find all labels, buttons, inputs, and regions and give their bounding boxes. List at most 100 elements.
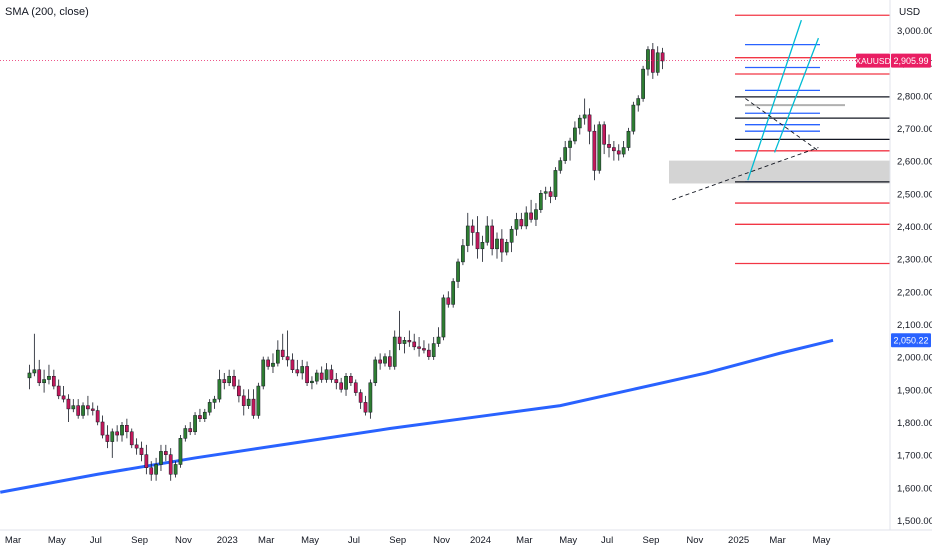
candle-body	[120, 425, 124, 436]
candle-body	[86, 405, 90, 410]
x-tick-label: May	[559, 535, 577, 546]
candle-body	[363, 402, 368, 413]
candle-body	[495, 238, 499, 250]
candle-body	[139, 447, 144, 455]
last-price-tag-label[interactable]: 2,905.99	[893, 56, 928, 66]
x-tick-label: 2024	[470, 535, 491, 546]
candle-body	[76, 405, 81, 416]
candle-body	[344, 375, 348, 390]
dashed-trend-line	[745, 98, 819, 152]
y-tick-label: 2,100.00	[897, 320, 932, 331]
candle-body	[183, 428, 188, 439]
sma-200-line	[0, 338, 834, 494]
candle-body	[431, 343, 436, 357]
candle-body	[563, 147, 568, 161]
candle-body	[237, 385, 241, 397]
candle-body	[212, 398, 217, 403]
candle-body	[573, 127, 577, 142]
support-zone-rect	[669, 160, 890, 184]
candle-body	[519, 219, 524, 227]
candle-body	[42, 379, 46, 384]
candle-body	[207, 402, 212, 413]
candle-body	[227, 375, 232, 384]
candle-body	[144, 454, 149, 468]
candle-body	[276, 349, 280, 364]
candle-body	[621, 147, 626, 155]
candle-body	[373, 359, 378, 384]
candle-body	[129, 431, 134, 446]
candle-body	[339, 382, 344, 390]
candle-body	[514, 219, 519, 230]
candle-body	[290, 359, 295, 370]
candle-body	[451, 281, 456, 305]
candle-body	[159, 451, 163, 465]
candle-body	[178, 438, 183, 465]
y-tick-label: 2,800.00	[897, 91, 932, 102]
candle-body	[646, 49, 650, 70]
candle-body	[280, 349, 285, 357]
candle-body	[163, 451, 168, 455]
candle-body	[568, 140, 572, 148]
candle-body	[110, 431, 115, 442]
candle-body	[397, 336, 402, 344]
candle-body	[47, 375, 51, 380]
candle-body	[305, 366, 309, 384]
currency-label[interactable]: USD	[899, 7, 920, 18]
candle-body	[368, 382, 373, 413]
price-tags: XAUUSD 2,905.99 2,050.22	[855, 53, 931, 348]
candle-body	[100, 421, 105, 436]
trend-lines	[672, 19, 820, 201]
x-tick-label: Sep	[389, 535, 406, 546]
candle-body	[538, 193, 543, 210]
candle-body	[256, 385, 261, 416]
sma-price-tag-label[interactable]: 2,050.22	[893, 336, 928, 346]
sma-line	[0, 338, 834, 494]
indicator-label[interactable]: SMA (200, close)	[5, 6, 89, 18]
last-price-tag-bg[interactable]	[891, 53, 931, 68]
x-tick-label: Nov	[433, 535, 450, 546]
candle-body	[295, 369, 300, 374]
candle-body	[636, 98, 641, 106]
symbol-tag-label[interactable]: XAUUSD	[855, 56, 890, 66]
y-tick-label: 2,200.00	[897, 287, 932, 298]
candle-body	[319, 372, 324, 380]
channel-lower-line	[773, 37, 820, 153]
candle-body	[27, 372, 32, 379]
candle-body	[71, 405, 76, 410]
price-axis-bg[interactable]	[890, 0, 932, 550]
x-tick-label: Jul	[348, 535, 360, 546]
candle-body	[261, 359, 266, 387]
y-tick-label: 2,000.00	[897, 353, 932, 364]
candle-body	[81, 405, 85, 416]
symbol-tag-bg[interactable]	[856, 53, 890, 68]
candle-body	[631, 104, 636, 132]
candle-body	[285, 356, 290, 361]
candle-body	[388, 356, 392, 367]
candle-body	[426, 349, 431, 357]
candle-body	[383, 356, 387, 364]
candle-body	[358, 392, 363, 403]
candle-body	[529, 212, 533, 220]
support-zone	[669, 160, 890, 184]
candle-body	[349, 375, 353, 384]
candle-body	[655, 52, 660, 73]
candle-body	[334, 379, 339, 384]
x-tick-label: Sep	[643, 535, 660, 546]
candle-body	[193, 415, 197, 433]
y-tick-label: 1,700.00	[897, 451, 932, 462]
candle-body	[324, 369, 329, 380]
candle-body	[422, 348, 426, 351]
candle-body	[402, 340, 407, 344]
candle-body	[222, 379, 227, 384]
candle-body	[202, 411, 207, 419]
candle-body	[378, 359, 382, 364]
candle-body	[436, 336, 441, 344]
x-tick-label: 2023	[217, 535, 238, 546]
y-tick-label: 1,600.00	[897, 483, 932, 494]
candle-body	[232, 375, 236, 387]
candle-body	[470, 225, 475, 233]
sma-price-tag-bg[interactable]	[891, 333, 931, 348]
candle-body	[32, 369, 37, 374]
